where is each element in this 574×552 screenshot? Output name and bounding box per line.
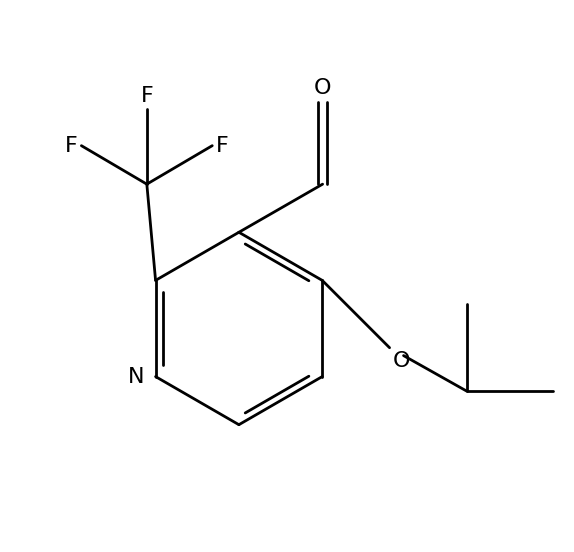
Text: F: F <box>65 136 78 156</box>
Text: O: O <box>314 78 331 98</box>
Text: N: N <box>127 367 144 386</box>
Text: F: F <box>141 86 153 105</box>
Text: F: F <box>216 136 228 156</box>
Text: O: O <box>393 351 410 371</box>
